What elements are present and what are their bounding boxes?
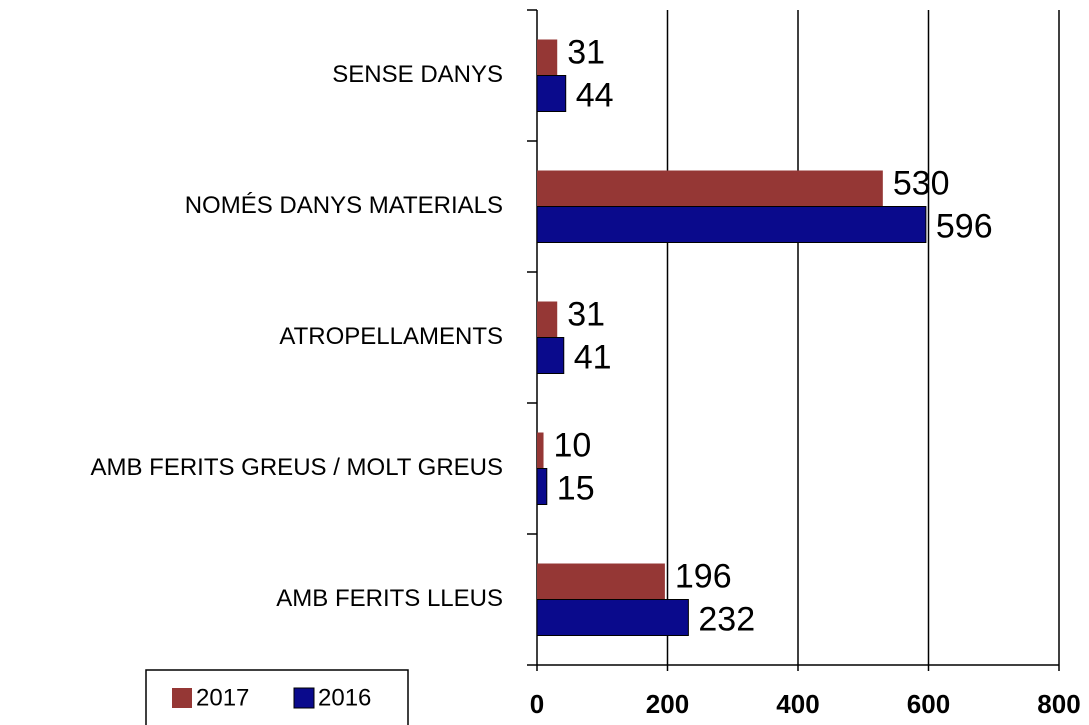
bar [537, 563, 665, 600]
bar [536, 599, 689, 636]
legend-label: 2017 [196, 684, 249, 711]
legend-swatch [172, 688, 192, 708]
bar [536, 468, 548, 505]
value-label: 10 [554, 426, 592, 464]
category-label: AMB FERITS LLEUS [276, 585, 503, 612]
bar [537, 39, 558, 76]
value-label: 196 [675, 557, 732, 595]
value-label: 232 [698, 600, 755, 638]
x-tick-label: 800 [1037, 689, 1080, 719]
category-label: SENSE DANYS [332, 61, 503, 88]
value-label: 596 [936, 207, 993, 245]
category-label: NOMÉS DANYS MATERIALS [185, 192, 503, 219]
value-label: 15 [557, 469, 595, 507]
x-tick-label: 600 [907, 689, 950, 719]
value-label: 44 [576, 76, 614, 114]
bar [537, 301, 558, 338]
x-tick-label: 400 [776, 689, 819, 719]
legend-label: 2016 [318, 684, 371, 711]
x-tick-label: 200 [646, 689, 689, 719]
x-tick-label: 0 [530, 689, 544, 719]
bar [536, 337, 565, 374]
value-label: 530 [893, 164, 950, 202]
bar [536, 206, 927, 243]
value-label: 31 [567, 33, 605, 71]
category-label: ATROPELLAMENTS [279, 323, 503, 350]
value-label: 31 [567, 295, 605, 333]
bar [536, 75, 567, 112]
legend-swatch [293, 687, 315, 709]
value-label: 41 [574, 338, 612, 376]
category-label: AMB FERITS GREUS / MOLT GREUS [91, 454, 504, 481]
bar [537, 170, 883, 207]
bar [537, 432, 544, 469]
